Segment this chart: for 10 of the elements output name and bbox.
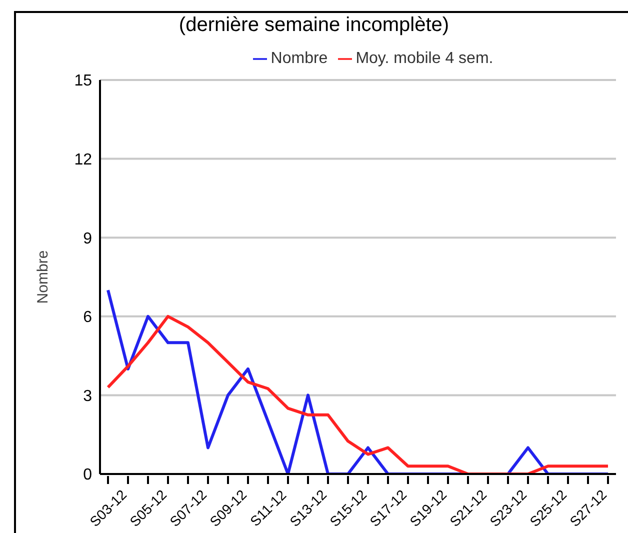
y-tick-label: 15 — [74, 72, 92, 90]
legend-label: Moy. mobile 4 sem. — [356, 50, 494, 67]
y-axis-title: Nombre — [34, 250, 52, 304]
y-tick-label: 9 — [83, 230, 92, 248]
y-tick-label: 0 — [83, 466, 92, 484]
y-tick-label: 3 — [83, 388, 92, 405]
y-tick-label: 12 — [74, 151, 92, 168]
legend-label: Nombre — [270, 50, 328, 67]
chart-subtitle: (dernière semaine incomplète) — [178, 14, 450, 37]
y-tick-label: 6 — [83, 309, 92, 326]
